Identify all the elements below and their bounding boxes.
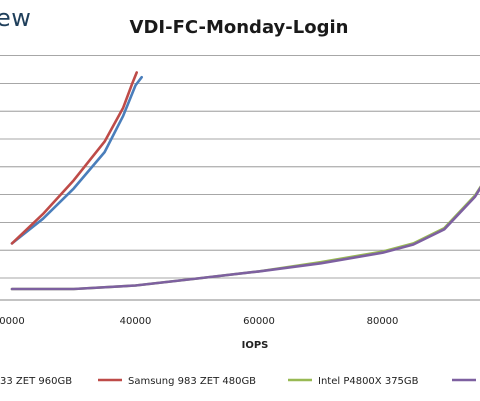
x-tick-label: 0000	[0, 316, 25, 327]
legend-label-1: 33 ZET 960GB	[0, 376, 72, 387]
series-lines	[10, 71, 480, 291]
x-tick-labels: 0000 40000 60000 80000	[0, 316, 398, 327]
chart-title: VDI-FC-Monday-Login	[130, 17, 349, 38]
gridlines	[0, 55, 480, 279]
brand-logo-fragment: ew	[0, 4, 32, 32]
x-tick-label: 40000	[120, 316, 152, 327]
series-line-4	[10, 186, 480, 291]
legend: 33 ZET 960GB Samsung 983 ZET 480GB Intel P…	[0, 376, 476, 387]
legend-label-3: Intel P4800X 375GB	[318, 376, 419, 387]
series-line-1	[10, 75, 143, 245]
x-tick-label: 60000	[243, 316, 275, 327]
x-tick-label: 80000	[367, 316, 399, 327]
legend-label-2: Samsung 983 ZET 480GB	[128, 376, 256, 387]
series-line-2	[10, 71, 138, 245]
x-axis-label: IOPS	[242, 340, 269, 351]
